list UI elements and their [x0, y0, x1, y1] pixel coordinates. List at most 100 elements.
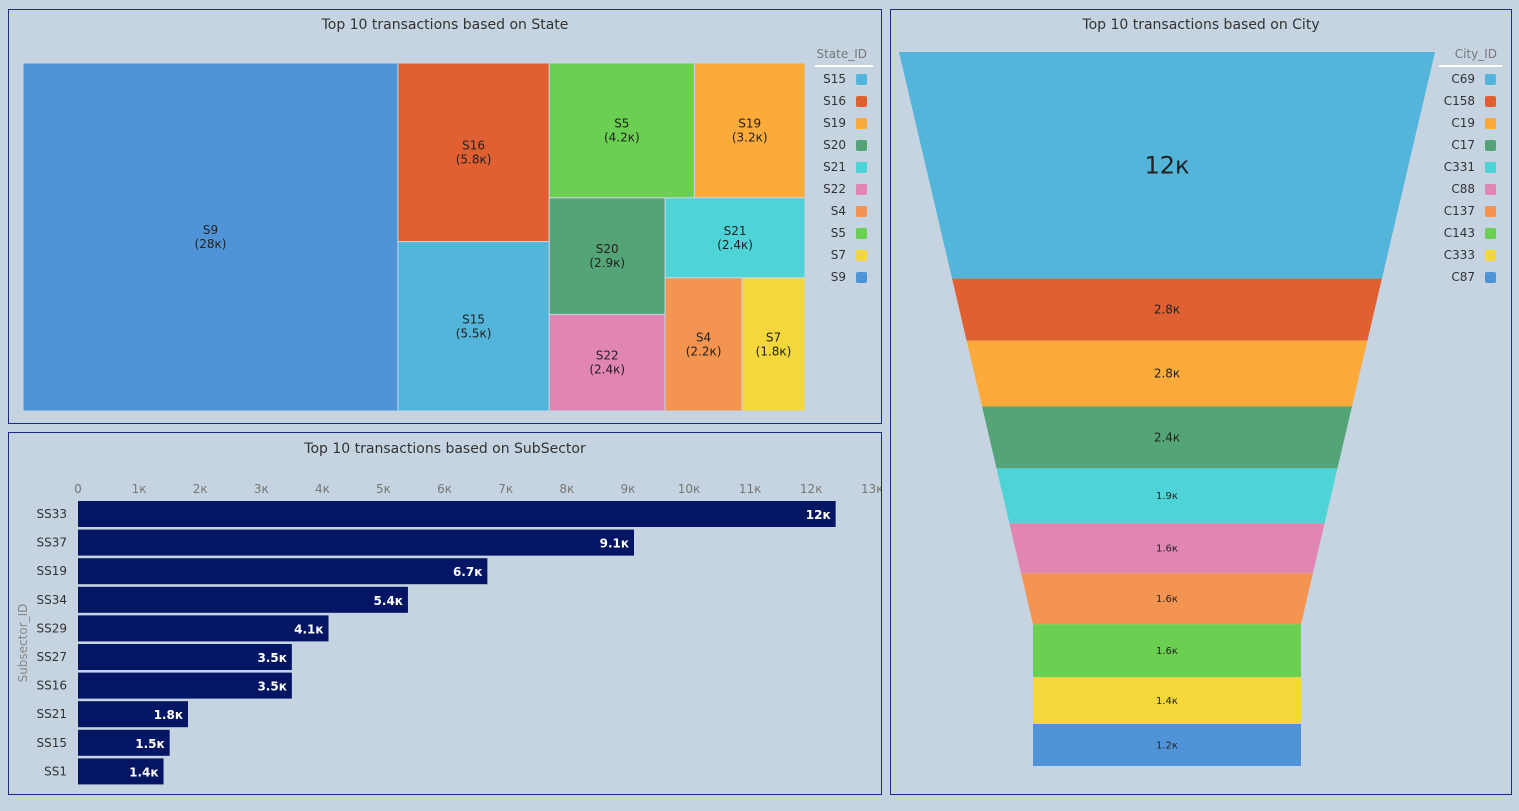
subsector-ytick-ss19: SS19 [36, 564, 67, 578]
funnel-value-c88: 1.6к [1156, 544, 1178, 555]
treemap-cell-s20 [548, 197, 666, 315]
state-legend-label-s20: S20 [823, 138, 846, 152]
treemap-cell-label-s4: S4 [696, 330, 711, 344]
subsector-xtick-1: 1к [132, 482, 147, 496]
funnel-value-c69: 12к [1144, 151, 1189, 179]
subsector-bar-ss34 [78, 586, 408, 613]
treemap-cell-label-s20: S20 [596, 242, 619, 256]
city-funnel-panel: Top 10 transactions based on City 12к 2.8… [890, 9, 1512, 795]
state-legend-swatch-s16 [856, 96, 867, 107]
funnel-value-c17: 2.4к [1154, 430, 1180, 444]
treemap-cell-label-s9: S9 [203, 223, 218, 237]
funnel-value-c143: 1.6к [1156, 646, 1178, 657]
subsector-chart-title: Top 10 transactions based on SubSector [304, 441, 586, 457]
state-legend-swatch-s15 [856, 74, 867, 85]
treemap-cell-label-s21: S21 [724, 224, 747, 238]
subsector-bar-ss15 [78, 729, 170, 756]
city-legend-label-c19: C19 [1451, 116, 1475, 130]
treemap-cell-s19 [693, 62, 806, 199]
subsector-bar-ss29 [78, 615, 329, 642]
funnel-segment-c87 [1033, 724, 1301, 766]
subsector-xtick-0: 0 [74, 482, 82, 496]
funnel-value-c87: 1.2к [1156, 740, 1178, 751]
state-legend-label-s9: S9 [831, 270, 846, 284]
city-legend-label-c88: C88 [1451, 182, 1475, 196]
subsector-bar-value-ss29: 4.1к [294, 622, 323, 636]
state-legend-swatch-s5 [856, 228, 867, 239]
subsector-xtick-12: 12к [800, 482, 823, 496]
treemap-cell-value-s7: (1.8к) [756, 344, 792, 358]
city-legend-label-c143: C143 [1444, 226, 1475, 240]
subsector-bar-ss1 [78, 758, 164, 785]
treemap-cell-value-s16: (5.8к) [456, 152, 492, 166]
subsector-xtick-11: 11к [739, 482, 762, 496]
treemap-cell-label-s16: S16 [462, 138, 485, 152]
subsector-xtick-10: 10к [678, 482, 701, 496]
city-legend-swatch-c69 [1485, 74, 1496, 85]
subsector-xtick-2: 2к [193, 482, 208, 496]
subsector-xtick-7: 7к [498, 482, 513, 496]
subsector-ytick-ss21: SS21 [36, 707, 67, 721]
treemap-cell-s5 [548, 62, 695, 199]
state-legend-label-s19: S19 [823, 116, 846, 130]
treemap-cell-value-s5: (4.2к) [604, 130, 640, 144]
subsector-ytick-ss34: SS34 [36, 593, 67, 607]
subsector-xtick-13: 13к [861, 482, 881, 496]
city-funnel-chart: 12к 2.8к 2.8к 2.4к 1.9к 1.6к 1.6к 1.6к 1.4к 1.2к C… [899, 47, 1502, 766]
funnel-segment-c143 [1033, 624, 1301, 678]
treemap-cell-value-s22: (2.4к) [589, 363, 625, 377]
state-legend-swatch-s9 [856, 272, 867, 283]
subsector-ytick-ss29: SS29 [36, 621, 67, 635]
city-legend-swatch-c88 [1485, 184, 1496, 195]
subsector-bar-value-ss21: 1.8к [154, 708, 183, 722]
state-legend-label-s22: S22 [823, 182, 846, 196]
funnel-value-c158: 2.8к [1154, 303, 1180, 317]
treemap-cell-label-s19: S19 [738, 116, 761, 130]
subsector-bar-ss27 [78, 644, 292, 670]
state-legend-swatch-s22 [856, 184, 867, 195]
city-legend-label-c331: C331 [1444, 160, 1475, 174]
state-legend-swatch-s7 [856, 250, 867, 261]
state-legend-title: State_ID [816, 47, 867, 61]
subsector-xtick-9: 9к [620, 482, 635, 496]
funnel-segment-c88 [1009, 523, 1325, 574]
subsector-bar-ss37 [78, 529, 635, 556]
city-legend-swatch-c158 [1485, 96, 1496, 107]
funnel-segment-c333 [1033, 677, 1301, 725]
state-legend-label-s7: S7 [831, 248, 846, 262]
subsector-bar-value-ss34: 5.4к [374, 594, 403, 608]
treemap-cell-value-s21: (2.4к) [717, 238, 753, 252]
state-legend-swatch-s4 [856, 206, 867, 217]
subsector-bar-chart: 0 1к 2к 3к 4к 5к 6к 7к 8к 9к 10к 11к 12к 13к Subsector… [16, 482, 881, 785]
treemap-cell-label-s5: S5 [614, 116, 629, 130]
subsector-xtick-5: 5к [376, 482, 391, 496]
funnel-value-c331: 1.9к [1156, 491, 1178, 502]
subsector-ytick-ss27: SS27 [36, 650, 67, 664]
subsector-bar-panel: Top 10 transactions based on SubSector 0… [8, 432, 882, 795]
city-legend-label-c333: C333 [1444, 248, 1475, 262]
subsector-ytick-ss33: SS33 [36, 507, 67, 521]
state-legend-label-s4: S4 [831, 204, 846, 218]
subsector-xtick-3: 3к [254, 482, 269, 496]
subsector-bar-value-ss33: 12к [806, 508, 831, 522]
treemap-cell-s4 [664, 277, 743, 412]
subsector-bar-value-ss16: 3.5к [257, 680, 286, 694]
treemap-cell-s21 [664, 197, 806, 279]
subsector-bar-value-ss27: 3.5к [257, 651, 286, 665]
state-legend-label-s21: S21 [823, 160, 846, 174]
treemap-cell-value-s15: (5.5к) [456, 326, 492, 340]
subsector-bar-value-ss1: 1.4к [129, 765, 158, 779]
state-legend-label-s15: S15 [823, 72, 846, 86]
funnel-segment-c69 [899, 52, 1435, 279]
subsector-ytick-ss37: SS37 [36, 536, 67, 550]
funnel-value-c19: 2.8к [1154, 367, 1180, 381]
city-legend-title: City_ID [1455, 47, 1497, 61]
funnel-value-c137: 1.6к [1156, 594, 1178, 605]
subsector-bar-value-ss37: 9.1к [600, 537, 629, 551]
state-legend-swatch-s19 [856, 118, 867, 129]
city-legend-swatch-c17 [1485, 140, 1496, 151]
city-legend-swatch-c19 [1485, 118, 1496, 129]
city-legend-swatch-c137 [1485, 206, 1496, 217]
treemap-cell-s22 [548, 313, 666, 412]
city-chart-title: Top 10 transactions based on City [1082, 17, 1320, 33]
